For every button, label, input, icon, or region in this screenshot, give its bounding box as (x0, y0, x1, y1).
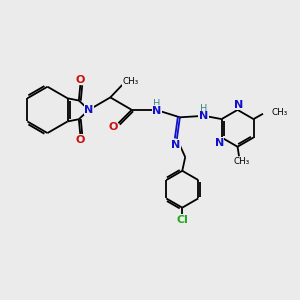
Text: H: H (153, 99, 161, 109)
Text: CH₃: CH₃ (233, 157, 250, 166)
Text: O: O (76, 135, 85, 145)
Text: O: O (76, 75, 85, 85)
Text: N: N (199, 111, 208, 122)
Text: N: N (84, 105, 94, 115)
Text: Cl: Cl (176, 215, 188, 225)
Text: N: N (234, 100, 244, 110)
Text: N: N (171, 140, 180, 150)
Text: H: H (200, 104, 207, 114)
Text: O: O (108, 122, 118, 132)
Text: N: N (152, 106, 162, 116)
Text: CH₃: CH₃ (271, 108, 288, 117)
Text: N: N (214, 138, 224, 148)
Text: CH₃: CH₃ (122, 77, 139, 86)
